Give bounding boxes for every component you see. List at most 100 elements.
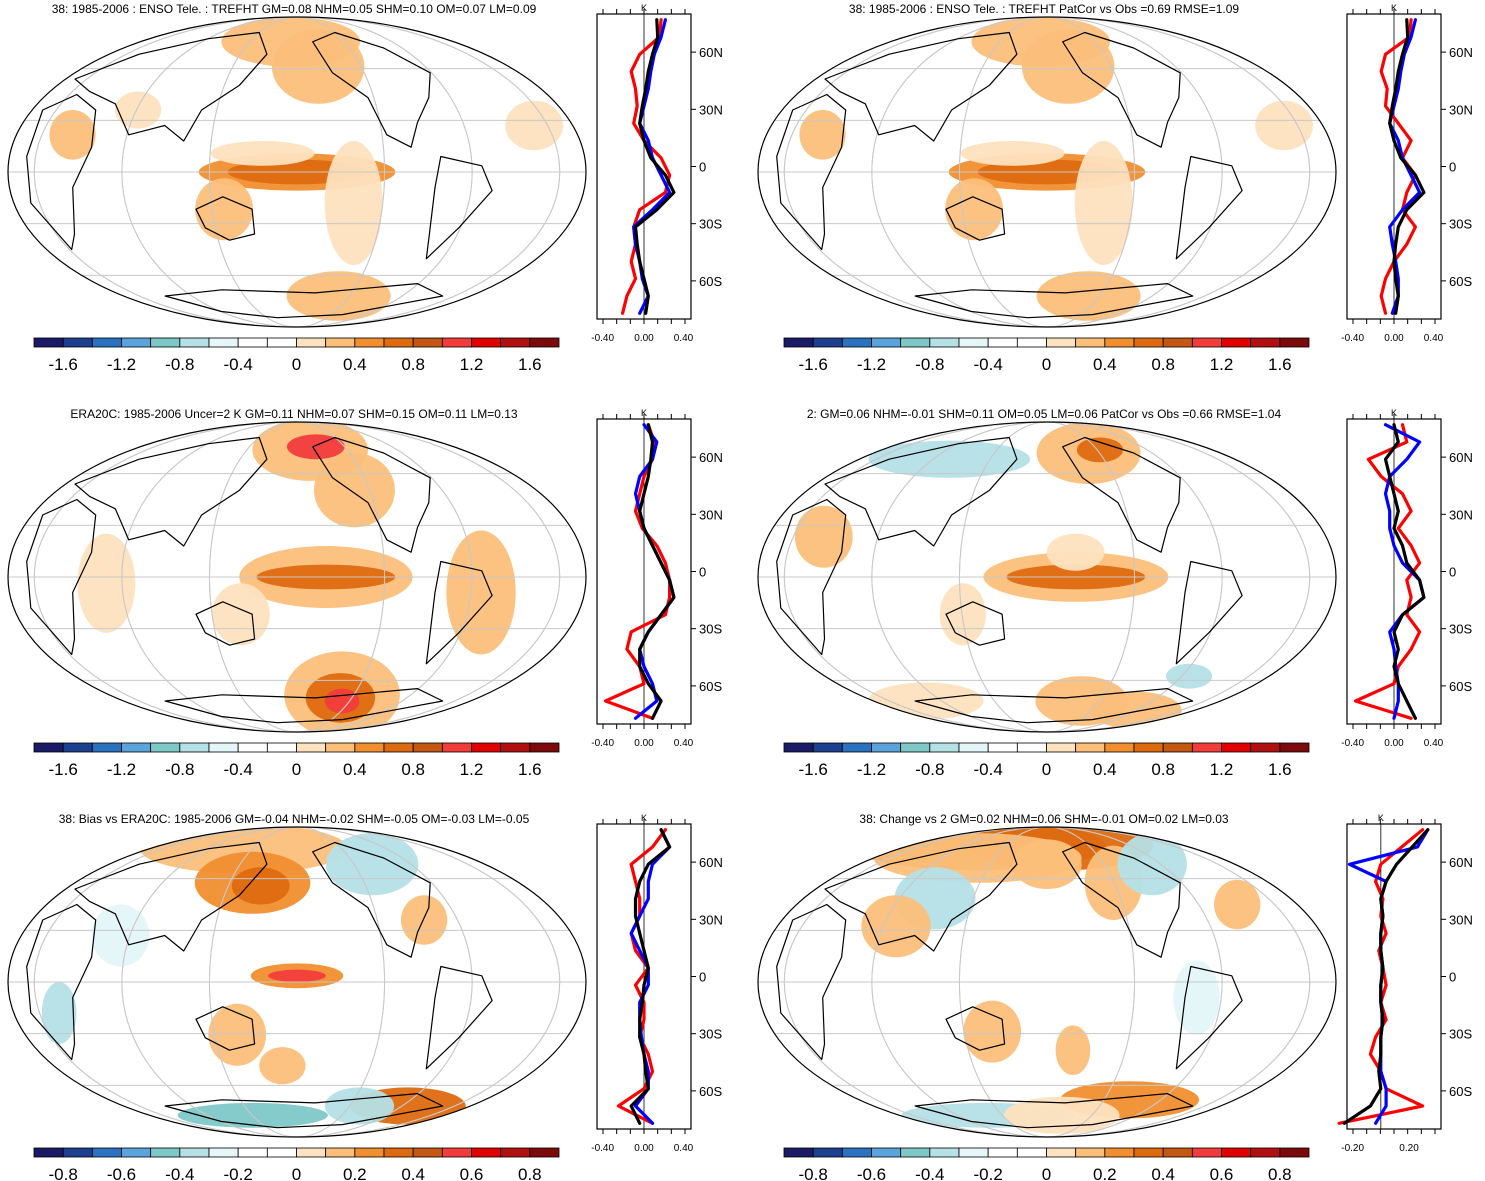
continent-outline [195, 196, 256, 241]
colorbar-tick-label: -1.2 [857, 355, 886, 374]
anomaly-blob [271, 29, 365, 104]
colorbar-swatch [841, 337, 872, 348]
continent-outline [74, 841, 268, 952]
colorbar: -0.8 -0.6 -0.4 -0.2 0 0.2 0.4 0.6 0.8 [33, 1147, 560, 1181]
colorbar-swatch [958, 742, 989, 753]
colorbar-swatch [929, 337, 960, 348]
meridian-gridline [121, 827, 473, 1137]
anomaly-blob [1046, 533, 1105, 571]
colorbar-tick-label: 1.2 [460, 355, 484, 374]
lat-label: 60S [1449, 679, 1472, 694]
zonal-x-label: 0.40 [674, 738, 694, 749]
lat-label: 30N [699, 507, 723, 522]
continent-outline [1175, 965, 1243, 1070]
anomaly-blob [960, 141, 1065, 166]
anomaly-blob [231, 867, 290, 905]
anomaly-blob [77, 533, 136, 633]
colorbar-swatch [900, 1147, 931, 1158]
colorbar-swatch [471, 742, 502, 753]
anomaly-blob [259, 1047, 306, 1085]
continent-outline [195, 1006, 256, 1051]
map-p4 [758, 422, 1336, 732]
zonal-series-black [1388, 18, 1426, 315]
lat-label: 30S [699, 622, 722, 637]
colorbar-swatch [958, 337, 989, 348]
colorbar-swatch [1162, 1147, 1193, 1158]
continent-outline [1175, 560, 1243, 665]
colorbar-tick-label: 0.4 [401, 1165, 425, 1181]
colorbar-swatch [958, 1147, 989, 1158]
anomaly-blob [1036, 271, 1141, 321]
colorbar-swatch [500, 337, 531, 348]
panel-title: 38: 1985-2006 : ENSO Tele. : TREFHT PatC… [849, 2, 1240, 16]
anomaly-blob [41, 982, 77, 1044]
colorbar-swatch [325, 742, 356, 753]
colorbar-swatch [1162, 742, 1193, 753]
colorbar-tick-label: 0.6 [460, 1165, 484, 1181]
colorbar-swatch [1046, 337, 1077, 348]
anomaly-blob [1214, 879, 1261, 930]
colorbar-tick-label: -0.8 [799, 1165, 828, 1181]
lat-label: 60S [699, 679, 722, 694]
meridian-gridline [871, 422, 1223, 732]
zonal-series-black [1383, 423, 1426, 720]
lat-label: 0 [699, 160, 706, 175]
colorbar-swatch [929, 1147, 960, 1158]
colorbar-swatch [1016, 742, 1047, 753]
continent-outline [74, 436, 268, 547]
panel-title: ERA20C: 1985-2006 Uncer=2 K GM=0.11 NHM=… [70, 407, 517, 421]
colorbar-swatch [1133, 742, 1164, 753]
lat-label: 30N [1449, 507, 1473, 522]
colorbar-swatch [91, 742, 122, 753]
colorbar-tick-label: 1.2 [1210, 355, 1234, 374]
lat-label: 0 [699, 970, 706, 985]
colorbar-tick-label: 0.4 [1151, 1165, 1175, 1181]
colorbar-swatch [1221, 337, 1252, 348]
colorbar-swatch [208, 742, 239, 753]
colorbar-swatch [91, 337, 122, 348]
continent-outline [1175, 155, 1243, 260]
colorbar-swatch [1191, 337, 1222, 348]
colorbar: -0.8 -0.6 -0.4 -0.2 0 0.2 0.4 0.6 0.8 [783, 1147, 1310, 1181]
anomaly-blob [446, 530, 516, 655]
anomaly-blob [49, 110, 96, 160]
zonal-x-label: 0.20 [1399, 1143, 1419, 1154]
colorbar-swatch [441, 1147, 472, 1158]
colorbar: -1.6 -1.2 -0.8 -0.4 0 0.4 0.8 1.2 1.6 [783, 337, 1310, 374]
anomaly-blob [945, 178, 1003, 241]
colorbar-swatch [471, 1147, 502, 1158]
anomaly-blob [861, 895, 931, 958]
colorbar-swatch [383, 337, 414, 348]
units-label: K [641, 408, 647, 418]
map-border [7, 421, 587, 733]
map-border [757, 421, 1337, 733]
zonal-x-label: 0.00 [1384, 333, 1404, 344]
lat-label: 0 [1449, 970, 1456, 985]
colorbar-tick-label: -0.8 [49, 1165, 78, 1181]
colorbar-swatch [812, 1147, 843, 1158]
colorbar-swatch [383, 742, 414, 753]
colorbar-swatch [871, 742, 902, 753]
anomaly-blob [286, 271, 391, 321]
colorbar-swatch [150, 742, 181, 753]
colorbar-swatch [1104, 337, 1135, 348]
colorbar-tick-label: -0.8 [915, 355, 944, 374]
lat-label: 60S [699, 274, 722, 289]
colorbar-tick-label: 0.4 [1093, 760, 1117, 779]
colorbar-swatch [1279, 337, 1310, 348]
continent-outline [425, 965, 493, 1070]
lat-label: 30N [699, 102, 723, 117]
continent-outline [776, 498, 847, 656]
colorbar-swatch [1221, 742, 1252, 753]
meridian-gridline [958, 17, 1136, 327]
colorbar-tick-label: -0.2 [974, 1165, 1003, 1181]
colorbar-swatch [1250, 1147, 1281, 1158]
zonal-profile: K 60N 30N 0 30S 60S -0.20 0.20 [1337, 813, 1473, 1154]
zonal-x-label: 0.40 [1424, 738, 1444, 749]
anomaly-blob [1165, 663, 1213, 689]
colorbar-swatch [354, 337, 385, 348]
lat-label: 30N [1449, 102, 1473, 117]
anomaly-blob [1021, 29, 1115, 104]
anomaly-blob [1012, 839, 1082, 889]
continent-outline [824, 841, 1018, 952]
